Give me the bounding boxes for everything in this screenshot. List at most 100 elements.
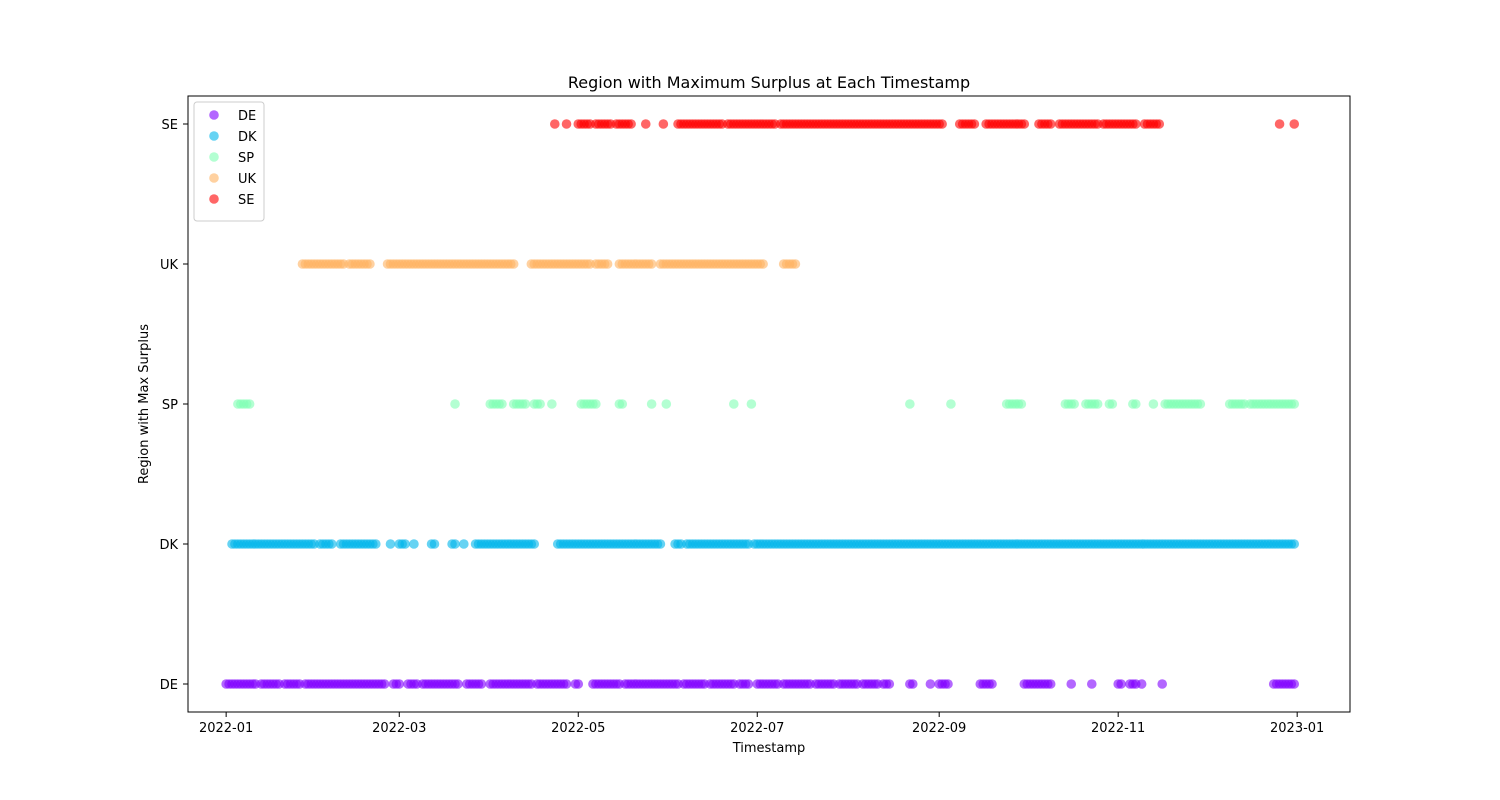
point-SP [244,399,255,409]
point-DK [429,539,440,549]
x-tick-label-2023-01: 2023-01 [1270,721,1324,736]
x-tick-label-2022-07: 2022-07 [730,721,784,736]
point-SE [1130,119,1141,129]
point-DK [655,539,666,549]
x-tick-label-2022-09: 2022-09 [912,721,966,736]
legend: DE DK SP UK SE [193,101,265,222]
point-SE [1154,119,1165,129]
point-SE [1289,119,1300,129]
point-DE [476,679,487,689]
point-DE [1289,679,1300,689]
legend-label-SP: SP [238,151,254,166]
y-tick-label-UK: UK [160,258,179,273]
y-axis-label: Region with Max Surplus [137,324,152,484]
data-points [221,119,1300,689]
point-DE [453,679,463,689]
x-axis-label: Timestamp [732,741,806,756]
point-DE [1157,679,1167,689]
point-DK [385,539,396,549]
point-DE [1136,679,1147,689]
point-SE [626,119,636,129]
point-DE [884,679,895,689]
point-DK [1289,539,1300,549]
point-SP [591,399,601,409]
point-SE [640,119,651,129]
point-SP [1130,399,1141,409]
y-axis: DE DK SP UK SE [159,118,188,693]
y-tick-label-SP: SP [162,398,178,413]
point-SP [450,399,460,409]
y-tick-label-DK: DK [159,538,178,553]
point-SE [658,119,669,129]
point-UK [508,259,519,269]
point-UK [365,259,375,269]
point-DK [400,539,410,549]
point-SP [497,399,507,409]
point-DE [907,679,918,689]
point-SP [1148,399,1159,409]
point-SP [746,399,757,409]
point-DE [743,679,754,689]
point-DK [371,539,381,549]
point-SE [1019,119,1030,129]
point-SE [937,119,947,129]
point-DE [1045,679,1056,689]
x-tick-label-2022-11: 2022-11 [1091,721,1145,736]
chart-title: Region with Maximum Surplus at Each Time… [568,73,970,92]
point-DK [459,539,469,549]
legend-marker-DK [209,131,219,141]
legend-marker-SE [209,194,219,204]
series-UK [297,259,801,269]
point-DE [925,679,936,689]
point-SP [946,399,956,409]
point-SE [1045,119,1056,129]
point-SP [520,399,531,409]
point-DE [987,679,997,689]
y-tick-label-SE: SE [162,118,178,133]
point-DE [943,679,953,689]
x-tick-label-2022-05: 2022-05 [551,721,605,736]
point-UK [790,259,801,269]
legend-label-SE: SE [238,193,254,208]
legend-marker-DE [209,110,219,120]
point-SP [661,399,672,409]
point-DK [409,539,419,549]
x-axis: 2022-01 2022-03 2022-05 2022-07 2022-09 2022-… [199,712,1324,736]
point-DE [379,679,390,689]
legend-marker-UK [209,173,219,183]
point-UK [602,259,613,269]
point-SP [905,399,915,409]
point-SP [728,399,739,409]
legend-label-DE: DE [238,109,256,124]
point-SP [535,399,545,409]
point-SP [1069,399,1079,409]
point-SE [1274,119,1285,129]
point-SE [561,119,572,129]
x-tick-label-2022-01: 2022-01 [199,721,253,736]
point-SP [1107,399,1118,409]
point-DE [1066,679,1077,689]
point-SP [1092,399,1103,409]
point-SE [549,119,560,129]
legend-label-DK: DK [238,130,257,145]
legend-label-UK: UK [238,172,257,187]
point-DE [561,679,572,689]
point-DK [326,539,337,549]
point-SP [1195,399,1206,409]
point-SP [547,399,557,409]
point-DE [573,679,584,689]
point-DK [529,539,540,549]
legend-box [193,101,265,222]
legend-marker-SP [209,152,219,162]
point-UK [646,259,657,269]
point-DE [1116,679,1126,689]
point-DE [394,679,405,689]
point-SE [969,119,980,129]
point-SP [646,399,657,409]
point-UK [758,259,768,269]
point-DK [450,539,460,549]
point-DE [1086,679,1097,689]
point-SP [1016,399,1027,409]
series-SP [233,399,1300,409]
